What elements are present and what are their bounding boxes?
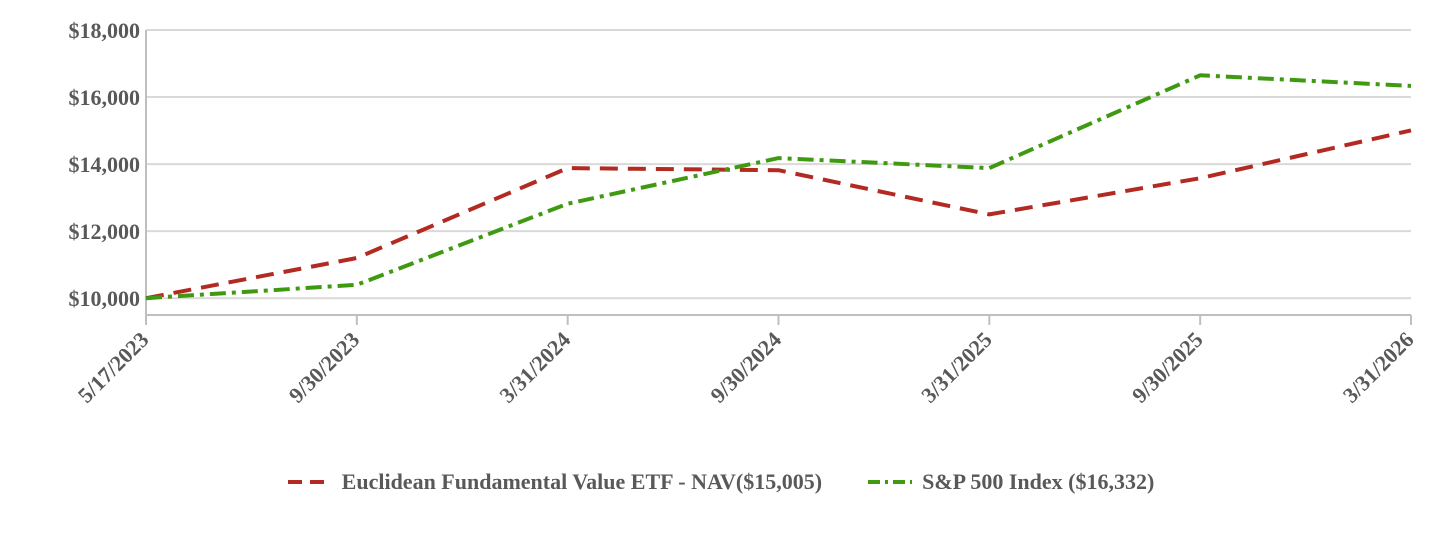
data-point-0 bbox=[777, 168, 781, 172]
legend-swatch-sp500 bbox=[868, 480, 913, 484]
data-point-1 bbox=[144, 296, 148, 300]
y-tick-label: $14,000 bbox=[69, 152, 141, 177]
data-point-0 bbox=[566, 166, 570, 170]
data-point-1 bbox=[1198, 73, 1202, 77]
data-point-1 bbox=[355, 283, 359, 287]
legend-item-sp500: S&P 500 Index ($16,332) bbox=[866, 469, 1154, 495]
x-tick-label: 3/31/2024 bbox=[494, 327, 575, 408]
y-tick-label: $16,000 bbox=[69, 85, 141, 110]
legend-label-sp500: S&P 500 Index ($16,332) bbox=[922, 469, 1155, 494]
x-tick-label: 9/30/2025 bbox=[1127, 327, 1208, 408]
gridlines bbox=[146, 29, 1411, 300]
series-line-0 bbox=[145, 128, 1412, 301]
y-tick-label: $10,000 bbox=[69, 286, 141, 311]
legend-item-nav: Euclidean Fundamental Value ETF - NAV($1… bbox=[286, 469, 822, 495]
line-chart: $10,000 $12,000 $14,000 $16,000 $18,000 5/17/… bbox=[69, 18, 1419, 408]
data-point-1 bbox=[566, 202, 570, 206]
data-point-1 bbox=[1409, 84, 1413, 88]
x-tick-label: 3/31/2025 bbox=[916, 327, 997, 408]
axes bbox=[145, 30, 1412, 325]
y-tick-label: $12,000 bbox=[69, 219, 141, 244]
series-lines bbox=[144, 73, 1413, 301]
x-tick-label: 5/17/2023 bbox=[73, 327, 154, 408]
x-tick-label: 3/31/2026 bbox=[1338, 327, 1419, 408]
x-tick-label: 9/30/2024 bbox=[705, 327, 786, 408]
data-point-1 bbox=[987, 166, 991, 170]
x-tick-label: 9/30/2023 bbox=[284, 327, 365, 408]
legend-label-nav: Euclidean Fundamental Value ETF - NAV($1… bbox=[341, 469, 823, 494]
series-line-1 bbox=[145, 73, 1412, 301]
legend-swatch-nav bbox=[287, 480, 332, 484]
data-point-0 bbox=[1409, 128, 1413, 132]
legend: Euclidean Fundamental Value ETF - NAV($1… bbox=[0, 462, 1440, 502]
data-point-0 bbox=[987, 212, 991, 216]
data-point-1 bbox=[777, 156, 781, 160]
data-point-0 bbox=[355, 256, 359, 260]
data-point-0 bbox=[1198, 176, 1202, 180]
y-tick-label: $18,000 bbox=[69, 18, 141, 43]
